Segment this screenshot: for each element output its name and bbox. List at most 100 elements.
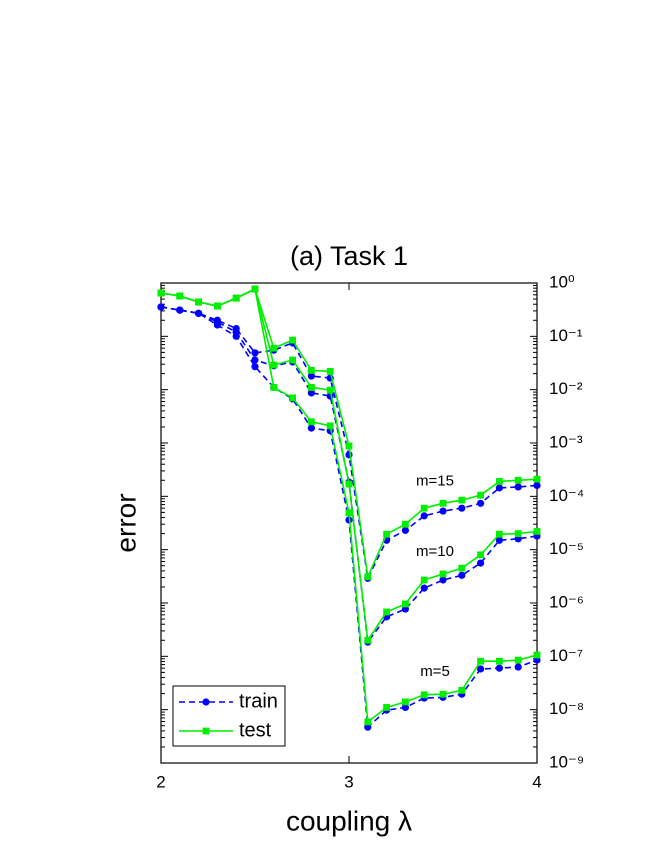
y-tick-label: 10⁻³ <box>549 432 583 451</box>
test-marker <box>364 573 372 581</box>
test-marker <box>214 302 221 310</box>
train-marker <box>439 576 447 584</box>
test-marker <box>345 442 353 450</box>
y-tick-label: 10⁻⁸ <box>549 699 584 718</box>
test-marker <box>270 384 278 391</box>
test-marker <box>289 356 296 364</box>
train-marker <box>458 504 466 512</box>
y-tick-label: 10⁻⁹ <box>549 752 584 771</box>
test-marker <box>383 530 390 538</box>
y-tick-label: 10⁻⁵ <box>549 539 584 558</box>
train-marker <box>232 332 240 340</box>
train-marker <box>195 309 203 317</box>
x-tick-label: 2 <box>156 772 165 791</box>
test-marker <box>345 509 353 517</box>
train-marker <box>251 356 259 364</box>
train-marker <box>251 349 259 357</box>
x-tick-label: 4 <box>532 772 541 791</box>
train-marker <box>213 321 221 329</box>
test-marker <box>383 608 390 616</box>
test-marker <box>458 564 466 572</box>
test-marker <box>232 294 240 302</box>
test-marker <box>439 499 447 507</box>
chart-title: (a) Task 1 <box>290 241 408 271</box>
test-marker <box>496 478 503 485</box>
test-marker <box>308 418 315 426</box>
legend-label: train <box>239 690 278 712</box>
test-marker <box>533 475 541 483</box>
legend-box <box>172 685 286 747</box>
test-marker <box>176 292 184 300</box>
test-marker <box>439 570 447 578</box>
test-marker <box>289 336 296 344</box>
test-marker <box>514 656 522 664</box>
y-tick-label: 10⁻² <box>549 379 583 398</box>
test-marker <box>420 576 428 584</box>
test-marker <box>402 698 409 706</box>
test-marker <box>402 600 409 608</box>
y-tick-label: 10⁻⁶ <box>549 592 584 611</box>
test-marker <box>364 718 372 726</box>
test-marker <box>458 686 466 694</box>
train-marker <box>420 512 428 520</box>
train-marker <box>345 451 353 459</box>
train-marker <box>495 484 503 492</box>
test-marker <box>326 368 334 375</box>
x-tick-label: 3 <box>344 772 353 791</box>
train-marker <box>514 663 522 671</box>
legend-marker <box>202 698 210 706</box>
train-marker <box>157 303 165 311</box>
series-annotation: m=15 <box>416 472 454 489</box>
train-marker <box>458 571 466 579</box>
test-marker <box>458 496 466 504</box>
test-marker <box>326 422 334 430</box>
train-line <box>160 306 538 645</box>
train-marker <box>401 526 409 534</box>
test-marker <box>533 528 541 535</box>
test-marker <box>345 480 353 488</box>
train-marker <box>514 483 522 491</box>
test-marker <box>251 285 259 293</box>
y-axis-label: error <box>110 493 141 552</box>
test-marker <box>477 491 484 499</box>
test-marker <box>477 551 484 559</box>
test-marker <box>195 298 202 306</box>
test-marker <box>326 386 334 394</box>
train-marker <box>439 507 447 515</box>
y-tick-label: 10⁻⁷ <box>549 646 583 665</box>
test-marker <box>496 657 503 665</box>
train-marker <box>420 584 428 592</box>
test-marker <box>477 657 484 665</box>
series-annotation: m=5 <box>420 663 450 680</box>
train-marker <box>307 424 315 432</box>
train-marker <box>495 536 503 544</box>
train-marker <box>477 559 485 567</box>
train-marker <box>364 723 372 731</box>
test-marker <box>383 704 390 711</box>
train-marker <box>307 372 315 380</box>
test-marker <box>533 651 541 659</box>
test-marker <box>308 366 315 374</box>
test-marker <box>364 636 372 644</box>
test-marker <box>420 504 428 512</box>
train-marker <box>477 665 485 673</box>
train-marker <box>251 363 259 371</box>
legend-label: test <box>239 719 272 741</box>
y-tick-label: 10⁰ <box>549 272 575 291</box>
legend-marker <box>202 727 210 735</box>
test-marker <box>402 520 409 528</box>
test-marker <box>514 476 522 484</box>
series-annotation: m=10 <box>416 543 454 560</box>
test-marker <box>496 530 503 538</box>
train-marker <box>401 703 409 712</box>
x-axis-label: coupling λ <box>286 805 412 836</box>
test-marker <box>439 690 447 698</box>
y-tick-label: 10⁻⁴ <box>549 486 584 505</box>
train-marker <box>533 481 541 490</box>
test-marker <box>270 361 278 369</box>
y-tick-label: 10⁻¹ <box>549 326 583 345</box>
test-marker <box>308 384 315 391</box>
test-marker <box>289 394 296 402</box>
